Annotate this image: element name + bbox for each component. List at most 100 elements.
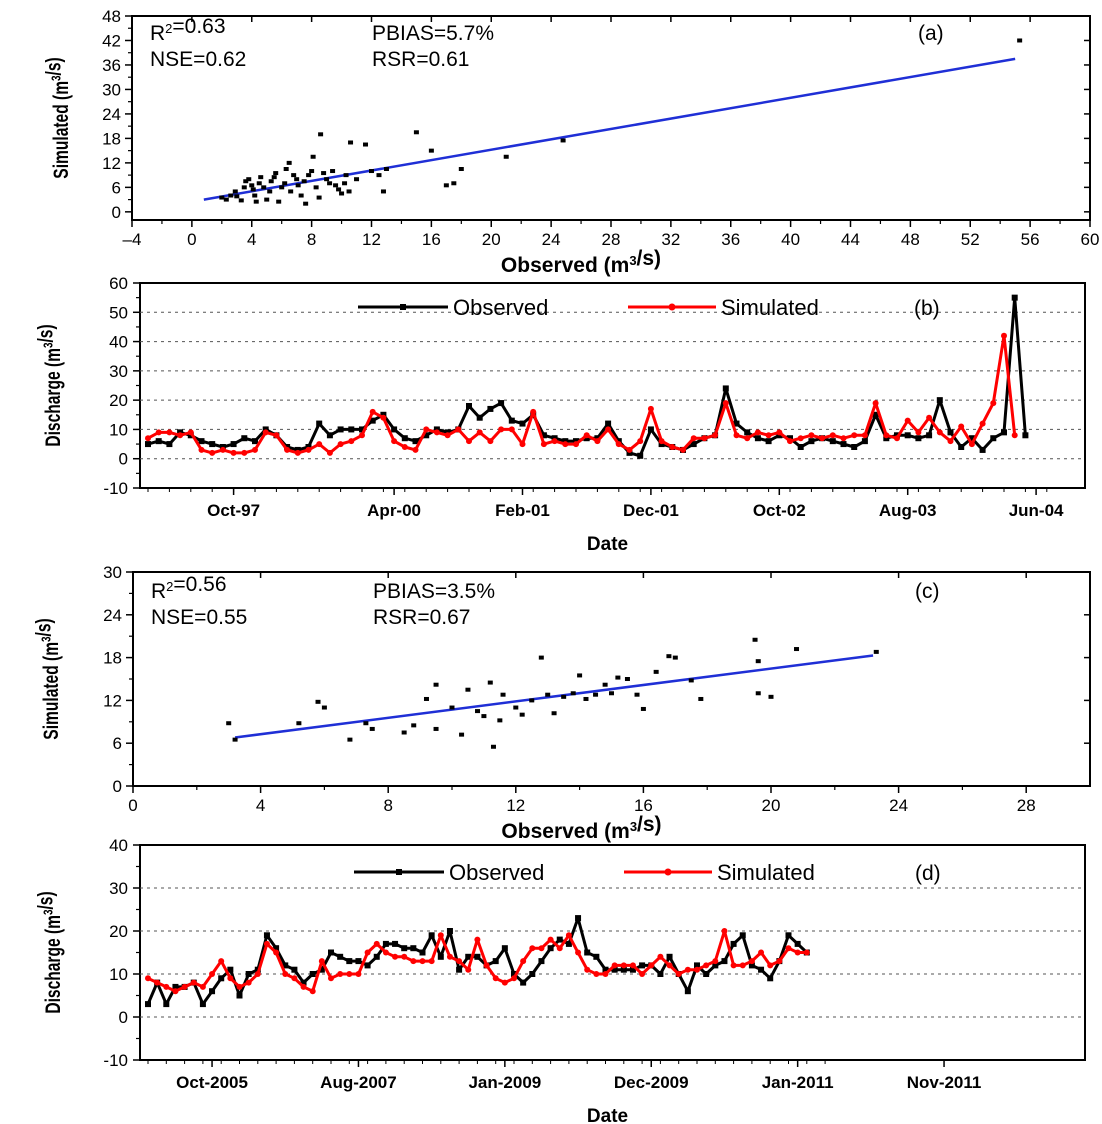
- panel-a-stat-rsr: RSR=0.61: [372, 48, 469, 71]
- panel-b-simulated-marker: [198, 446, 205, 453]
- panel-b-simulated-marker: [166, 429, 173, 436]
- panel-a-data-point: [310, 154, 316, 159]
- panel-a-x-tick-label: 16: [422, 230, 441, 249]
- panel-d-observed-marker: [236, 992, 243, 999]
- panel-d-observed-marker: [419, 949, 426, 956]
- panel-b-simulated-marker: [252, 446, 258, 453]
- panel-a-data-point: [324, 177, 330, 182]
- panel-b-simulated-marker: [433, 429, 440, 436]
- panel-c-data-point: [698, 696, 704, 701]
- panel-b-y-tick-label: -10: [103, 479, 128, 498]
- panel-d-observed-marker: [199, 1001, 206, 1008]
- panel-b-timeseries: -10 0 10 20 30 40 50 60 Oct-97 Apr-00 Feb-01 Dec-01…: [33, 274, 1086, 555]
- panel-d-simulated-marker: [694, 966, 700, 973]
- panel-a-x-tick-label: 40: [781, 230, 800, 249]
- panel-d-simulated-marker: [263, 940, 270, 947]
- panel-b-y-tick-label: 10: [109, 420, 128, 439]
- panel-d-observed-marker: [657, 971, 664, 977]
- panel-d-simulated-marker: [154, 979, 161, 986]
- panel-b-observed-marker: [423, 432, 430, 439]
- panel-d-simulated-marker: [465, 966, 472, 973]
- panel-a-data-point: [282, 181, 288, 186]
- panel-d-simulated-marker: [337, 971, 344, 977]
- panel-d-observed-marker: [703, 971, 710, 977]
- panel-d-observed-marker: [446, 928, 453, 934]
- panel-d-observed-marker: [401, 945, 408, 952]
- panel-c-data-point: [500, 692, 506, 697]
- panel-a-data-point: [273, 171, 279, 176]
- panel-b-observed-marker: [829, 438, 836, 445]
- panel-d-simulated-marker: [547, 936, 554, 943]
- panel-d-panel-label: (d): [915, 862, 941, 885]
- panel-a-data-point: [458, 167, 464, 171]
- panel-d-simulated-marker: [492, 975, 499, 982]
- panel-d-simulated-marker: [712, 958, 719, 965]
- panel-c-data-point: [465, 687, 471, 692]
- panel-b-simulated-marker: [423, 426, 430, 433]
- panel-d-observed-marker: [309, 971, 316, 977]
- panel-c-y-tick-label: 6: [113, 734, 122, 753]
- panel-d-observed-marker: [639, 962, 646, 969]
- panel-c-y-tick-label: 18: [103, 649, 122, 668]
- panel-d-simulated-marker: [703, 962, 710, 969]
- panel-a-data-point: [241, 185, 247, 190]
- panel-a-y-tick-label: 0: [112, 203, 121, 222]
- panel-b-simulated-marker: [765, 432, 772, 439]
- panel-d-simulated-marker: [785, 945, 792, 952]
- panel-d-observed-marker: [337, 953, 344, 960]
- panel-b-simulated-marker: [540, 441, 547, 448]
- panel-a-data-point: [295, 183, 301, 188]
- panel-b-observed-marker: [155, 438, 162, 445]
- panel-c-x-tick-label: 20: [762, 796, 781, 815]
- panel-a-x-tick-label: 48: [901, 230, 920, 249]
- panel-b-series-simulated-line: [147, 334, 1017, 455]
- panel-b-simulated-marker: [861, 432, 868, 439]
- panel-d-observed-marker: [694, 962, 700, 969]
- panel-c-x-tick-label: 16: [634, 796, 653, 815]
- panel-a-data-point: [256, 181, 262, 186]
- panel-b-x-axis-title: Date: [587, 534, 628, 555]
- panel-a-data-point: [246, 177, 252, 182]
- panel-b-observed-marker: [508, 417, 515, 424]
- panel-d-simulated-marker: [511, 975, 517, 982]
- panel-b-x-tick-label: Oct-97: [207, 501, 260, 520]
- panel-b-observed-marker: [861, 438, 868, 445]
- panel-b-observed-marker: [519, 420, 526, 427]
- panel-c-y-axis-title: Simulated (m3/s): [31, 618, 63, 739]
- panel-d-simulated-marker: [620, 962, 627, 969]
- panel-b-observed-marker: [487, 405, 494, 412]
- panel-d-simulated-marker: [602, 971, 609, 977]
- panel-b-y-tick-label: 60: [109, 274, 128, 293]
- panel-d-observed-marker: [684, 988, 691, 995]
- panel-b-observed-marker: [733, 420, 740, 427]
- panel-d-observed-marker: [584, 949, 591, 956]
- panel-d-observed-marker: [392, 940, 399, 947]
- panel-d-observed-marker: [547, 945, 554, 952]
- panel-d-observed-marker: [748, 962, 755, 969]
- panel-a-x-tick-label: 56: [1021, 230, 1040, 249]
- panel-d-simulated-marker: [291, 975, 298, 982]
- panel-d-simulated-marker: [675, 971, 682, 977]
- panel-b-legend-observed-label: Observed: [453, 295, 548, 320]
- panel-b-observed-marker: [1011, 294, 1018, 301]
- panel-d-y-tick-label: 20: [109, 922, 128, 941]
- panel-d-observed-marker: [538, 958, 545, 965]
- panel-d-simulated-marker: [410, 958, 417, 965]
- panel-b-observed-marker: [166, 441, 173, 448]
- panel-c-data-point: [347, 737, 353, 742]
- panel-c-data-point: [513, 705, 519, 710]
- panel-c-data-point: [624, 677, 630, 681]
- panel-b-simulated-marker: [754, 429, 761, 436]
- panel-b-simulated-marker: [209, 449, 216, 456]
- panel-d-observed-marker: [172, 983, 179, 990]
- panel-d-legend-simulated-label: Simulated: [717, 860, 815, 885]
- panel-b-simulated-marker: [690, 435, 697, 442]
- panel-d-x-tick-label: Oct-2005: [176, 1073, 248, 1092]
- panel-d-simulated-marker: [437, 932, 444, 939]
- panel-b-simulated-marker: [583, 432, 590, 439]
- panel-a-y-tick-label: 42: [102, 31, 121, 50]
- panel-d-observed-marker: [163, 1001, 170, 1008]
- panel-b-simulated-marker: [594, 438, 601, 445]
- panel-b-simulated-marker: [851, 432, 858, 439]
- panel-c-data-point: [768, 694, 774, 699]
